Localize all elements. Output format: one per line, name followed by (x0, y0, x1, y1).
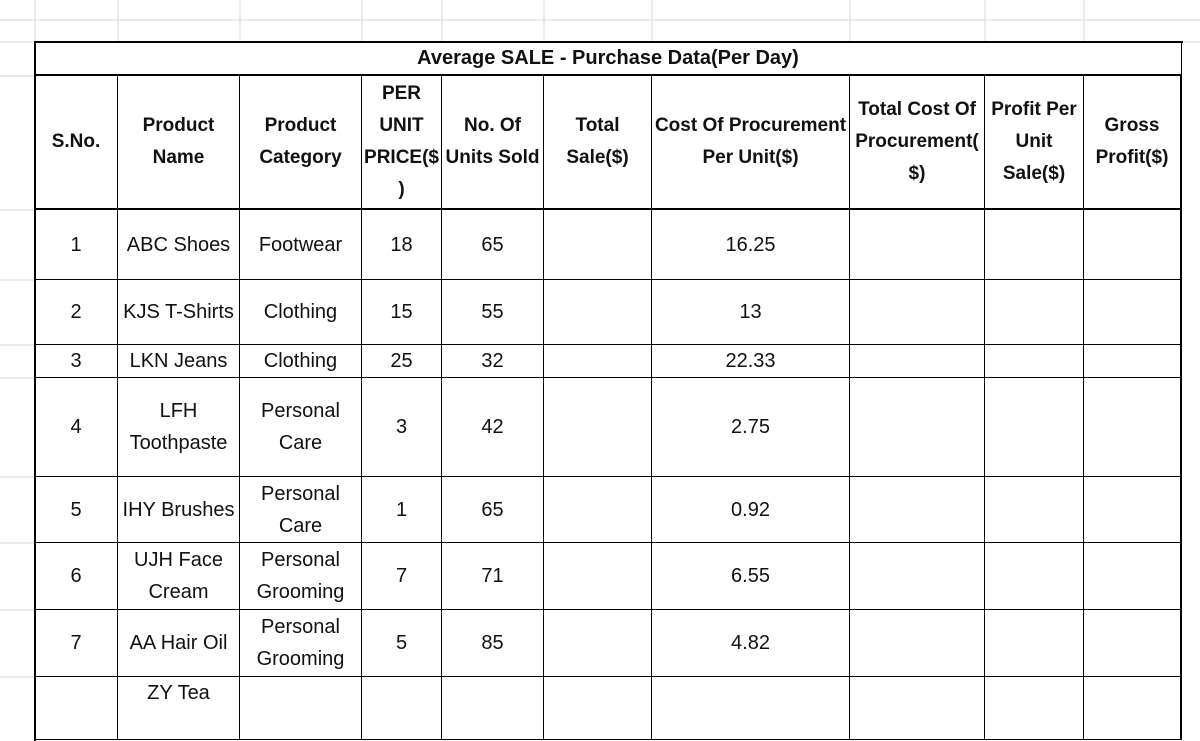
column-header: S.No. (35, 76, 118, 210)
data-cell: 0.92 (652, 477, 850, 543)
empty-cell (985, 378, 1084, 477)
empty-cell (442, 677, 544, 740)
data-cell: 55 (442, 280, 544, 345)
empty-cell (985, 477, 1084, 543)
empty-cell (850, 477, 985, 543)
column-header: Product Name (118, 76, 240, 210)
data-cell: Personal Grooming (240, 543, 362, 610)
data-cell: IHY Brushes (118, 477, 240, 543)
empty-cell (850, 610, 985, 677)
empty-cell (850, 677, 985, 740)
empty-cell (985, 543, 1084, 610)
data-cell: 65 (442, 477, 544, 543)
data-cell: AA Hair Oil (118, 610, 240, 677)
empty-cell (544, 610, 652, 677)
column-header: Total Cost Of Procurement($) (850, 76, 985, 210)
empty-cell (35, 677, 118, 740)
data-cell: ABC Shoes (118, 210, 240, 280)
data-cell: 6.55 (652, 543, 850, 610)
data-cell: 4 (35, 378, 118, 477)
empty-cell (544, 210, 652, 280)
empty-cell (1084, 378, 1182, 477)
empty-cell (1084, 280, 1182, 345)
data-cell: 22.33 (652, 345, 850, 378)
data-cell: 42 (442, 378, 544, 477)
empty-cell (985, 677, 1084, 740)
empty-cell (544, 345, 652, 378)
empty-cell (850, 378, 985, 477)
empty-cell (1084, 543, 1182, 610)
column-header: PER UNIT PRICE($) (362, 76, 442, 210)
table-title: Average SALE - Purchase Data(Per Day) (35, 42, 1182, 76)
column-header: Profit Per Unit Sale($) (985, 76, 1084, 210)
data-cell: 71 (442, 543, 544, 610)
data-cell: Clothing (240, 345, 362, 378)
table: Average SALE - Purchase Data(Per Day) S.N… (34, 41, 1183, 741)
data-cell: 1 (35, 210, 118, 280)
empty-cell (544, 677, 652, 740)
data-cell: 15 (362, 280, 442, 345)
empty-cell (985, 280, 1084, 345)
data-cell: 4.82 (652, 610, 850, 677)
data-cell: 16.25 (652, 210, 850, 280)
data-cell: 6 (35, 543, 118, 610)
empty-cell (850, 345, 985, 378)
data-cell: Personal Care (240, 477, 362, 543)
empty-cell (1084, 345, 1182, 378)
empty-cell (544, 280, 652, 345)
data-cell: 5 (35, 477, 118, 543)
empty-cell (240, 677, 362, 740)
data-cell: 13 (652, 280, 850, 345)
empty-cell (985, 610, 1084, 677)
data-cell: 2 (35, 280, 118, 345)
table-frame (34, 41, 1183, 741)
empty-cell (544, 477, 652, 543)
data-cell: 32 (442, 345, 544, 378)
column-header: Product Category (240, 76, 362, 210)
column-header: No. Of Units Sold (442, 76, 544, 210)
data-cell: 65 (442, 210, 544, 280)
data-cell: 7 (35, 610, 118, 677)
column-header: Total Sale($) (544, 76, 652, 210)
data-cell: UJH Face Cream (118, 543, 240, 610)
data-cell: LKN Jeans (118, 345, 240, 378)
data-cell: ZY Tea (118, 677, 240, 740)
data-cell: 5 (362, 610, 442, 677)
empty-cell (544, 543, 652, 610)
data-cell: 3 (35, 345, 118, 378)
empty-cell (1084, 477, 1182, 543)
data-cell: Personal Grooming (240, 610, 362, 677)
empty-cell (1084, 610, 1182, 677)
empty-cell (652, 677, 850, 740)
column-header: Cost Of Procurement Per Unit($) (652, 76, 850, 210)
data-cell: 7 (362, 543, 442, 610)
empty-cell (362, 677, 442, 740)
data-cell: 85 (442, 610, 544, 677)
data-cell: 18 (362, 210, 442, 280)
empty-cell (1084, 210, 1182, 280)
empty-cell (850, 210, 985, 280)
data-cell: KJS T-Shirts (118, 280, 240, 345)
data-cell: 1 (362, 477, 442, 543)
empty-cell (544, 378, 652, 477)
data-cell: Personal Care (240, 378, 362, 477)
empty-cell (985, 210, 1084, 280)
data-cell: LFH Toothpaste (118, 378, 240, 477)
data-cell: 3 (362, 378, 442, 477)
column-header: Gross Profit($) (1084, 76, 1182, 210)
data-cell: 25 (362, 345, 442, 378)
data-cell: Footwear (240, 210, 362, 280)
empty-cell (850, 543, 985, 610)
empty-cell (1084, 677, 1182, 740)
empty-cell (850, 280, 985, 345)
empty-cell (985, 345, 1084, 378)
data-cell: Clothing (240, 280, 362, 345)
data-cell: 2.75 (652, 378, 850, 477)
